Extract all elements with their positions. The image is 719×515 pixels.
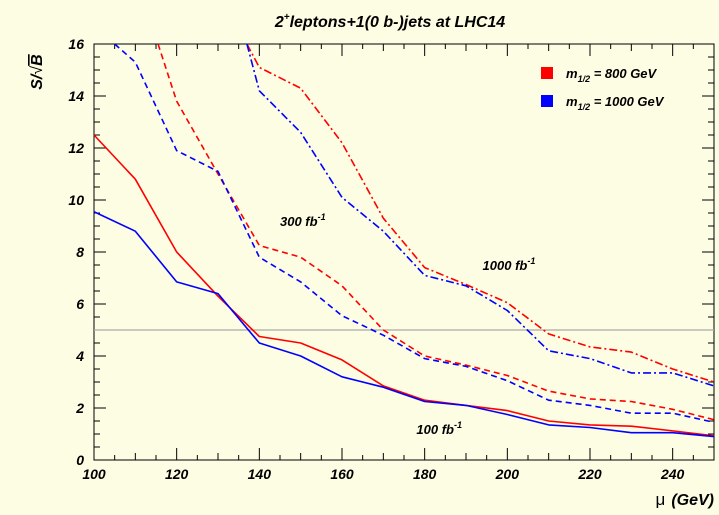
series-line-dashed-2 (157, 44, 714, 421)
x-tick-label: 220 (577, 466, 602, 482)
x-tick-label: 140 (248, 466, 272, 482)
y-tick-label: 12 (68, 140, 84, 156)
luminosity-annotation-base: 300 fb (280, 214, 318, 229)
luminosity-annotation-sup: -1 (318, 212, 326, 222)
legend-label-sub: 1/2 (578, 102, 591, 112)
svg-text:S/√B: S/√B (29, 54, 46, 89)
x-tick-label: 240 (660, 466, 685, 482)
x-axis-label: μ (GeV) (656, 490, 714, 509)
y-tick-label: 10 (68, 192, 84, 208)
legend-label: m1/2 = 1000 GeV (566, 94, 665, 112)
y-axis-label-arg: B (29, 54, 46, 66)
luminosity-annotation: 1000 fb-1 (483, 256, 536, 273)
chart-title-rest: leptons+1(0 b-)jets at LHC14 (290, 14, 506, 31)
x-tick-label: 180 (413, 466, 437, 482)
legend-label-rest: = 1000 GeV (590, 94, 665, 109)
legend-swatch (541, 67, 553, 79)
legend-label-base: m (566, 66, 578, 81)
luminosity-annotation: 300 fb-1 (280, 212, 326, 229)
legend-swatch (541, 95, 553, 107)
y-axis-label: S/√B (29, 54, 46, 89)
series-line-solid-1 (94, 210, 714, 438)
chart-title: 2+leptons+1(0 b-)jets at LHC14 (274, 12, 505, 31)
y-tick-label: 4 (75, 348, 84, 364)
luminosity-annotation-sup: -1 (454, 420, 462, 430)
y-axis-label-sqrt: √ (29, 66, 46, 75)
x-axis-label-unit: (GeV) (671, 492, 714, 509)
series-line-dashed-3 (114, 44, 714, 424)
x-tick-label: 160 (330, 466, 354, 482)
y-tick-label: 8 (76, 244, 84, 260)
luminosity-annotation-sup: -1 (527, 256, 535, 266)
y-axis-label-prefix: S/ (29, 73, 46, 90)
luminosity-annotation: 100 fb-1 (416, 420, 462, 437)
y-tick-label: 6 (76, 296, 84, 312)
y-tick-label: 16 (68, 36, 84, 52)
x-tick-label: 120 (165, 466, 189, 482)
x-tick-label: 200 (495, 466, 520, 482)
x-axis-label-symbol: μ (656, 490, 666, 509)
series-line-solid-0 (94, 134, 714, 437)
legend-label-sub: 1/2 (578, 74, 591, 84)
chart-title-sup: + (284, 12, 290, 23)
legend-label: m1/2 = 800 GeV (566, 66, 658, 84)
chart-title-base: 2 (274, 14, 284, 31)
series-line-dashdot-4 (246, 44, 714, 383)
x-tick-label: 100 (82, 466, 106, 482)
y-tick-label: 0 (76, 452, 84, 468)
legend-label-rest: = 800 GeV (590, 66, 657, 81)
legend-label-base: m (566, 94, 578, 109)
luminosity-annotation-base: 100 fb (416, 422, 454, 437)
y-tick-label: 14 (68, 88, 84, 104)
y-tick-label: 2 (75, 400, 84, 416)
series-line-dashdot-5 (246, 44, 714, 387)
luminosity-annotation-base: 1000 fb (483, 258, 528, 273)
